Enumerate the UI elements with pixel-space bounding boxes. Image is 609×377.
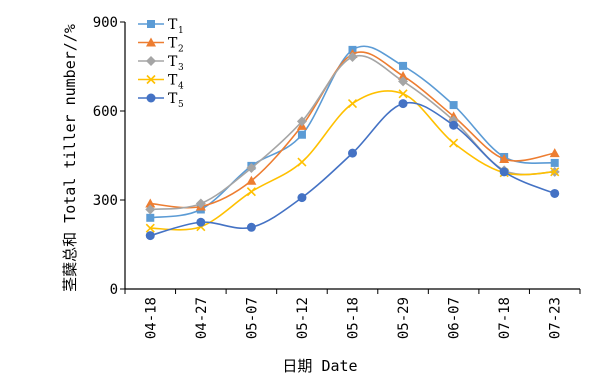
cross-stroke [146,74,156,85]
circle-marker [146,93,156,103]
series-t5 [145,99,560,241]
cross-marker [246,187,256,197]
series-t4 [145,89,560,233]
cross-stroke [449,138,459,148]
legend-label: T [168,91,178,107]
diamond-marker [145,204,156,215]
x-tick-labels: 04-18 04-27 05-07 05-12 05-18 05-29 06-07 07-18… [143,297,563,339]
cross-stroke [347,99,358,109]
x-tick-label: 05-07 [244,297,260,339]
cross-marker [550,167,560,177]
triangle-marker [145,198,156,208]
x-tick-label: 04-27 [194,297,210,339]
legend-label: T [168,54,178,70]
x-tick-label: 04-18 [143,297,159,339]
series-group [145,45,560,241]
x-tick-label: 06-07 [447,297,463,339]
diamond-marker [246,162,257,173]
cross-stroke [246,187,256,197]
square-marker [297,130,306,139]
triangle-marker [246,175,257,185]
series-t2 [145,49,560,211]
square-marker [146,213,155,222]
circle-marker [398,99,408,109]
legend-label-subscript: 3 [178,63,184,73]
y-tick-labels: 0 300 600 900 [93,15,118,298]
circle-marker [499,167,509,177]
y-tick-label: 300 [93,193,118,209]
series-t1 [146,45,559,222]
y-tick-label: 600 [93,104,118,120]
cross-marker [146,74,156,85]
cross-marker [297,157,307,167]
legend-label-subscript: 4 [178,82,184,92]
y-tick-label: 0 [110,282,118,298]
series-line [150,51,555,209]
circle-marker [550,188,560,198]
x-tick-label: 05-18 [346,297,362,339]
legend-label: T [168,73,178,89]
triangle-marker [549,148,560,158]
cross-stroke [550,167,560,177]
cross-marker [145,223,155,233]
legend-label-subscript: 1 [178,26,184,36]
x-tick-label: 05-29 [396,297,412,339]
series-line [150,45,555,219]
legend-label: T [168,17,178,33]
series-t3 [145,52,560,215]
cross-marker [347,99,358,109]
circle-marker [246,222,256,232]
diamond-marker [195,198,206,209]
chart-axes [120,21,581,294]
circle-marker [348,148,357,158]
circle-marker [449,120,459,130]
cross-marker [449,138,459,148]
series-line [150,90,555,231]
legend-label-subscript: 2 [178,45,184,55]
square-marker [147,20,155,28]
diamond-marker [398,76,409,87]
diamond-marker [296,116,307,127]
cross-stroke [398,89,408,99]
legend: T 1T 2T 3T 4T 5 [138,17,184,110]
diamond-marker [146,56,156,66]
x-tick-label: 05-12 [295,297,311,339]
triangle-marker [499,154,510,164]
square-marker [550,158,559,167]
triangle-marker [146,37,156,47]
circle-marker [297,193,307,203]
cross-marker [398,89,408,99]
legend-label: T [168,36,178,52]
x-tick-label: 07-18 [497,297,513,339]
diamond-marker [347,52,358,63]
triangle-marker [398,70,409,80]
circle-marker [145,231,155,241]
legend-label-subscript: 5 [178,100,184,110]
x-axis-title: 日期 Date [282,357,357,375]
cross-stroke [297,157,307,167]
y-tick-label: 900 [93,15,118,31]
square-marker [449,101,458,110]
circle-marker [196,217,206,227]
square-marker [399,61,408,70]
cross-stroke [145,223,155,233]
series-line [150,54,555,211]
x-tick-label: 07-23 [548,297,564,339]
y-axis-title: 茎蘖总和 Total tiller number//% [61,24,79,292]
